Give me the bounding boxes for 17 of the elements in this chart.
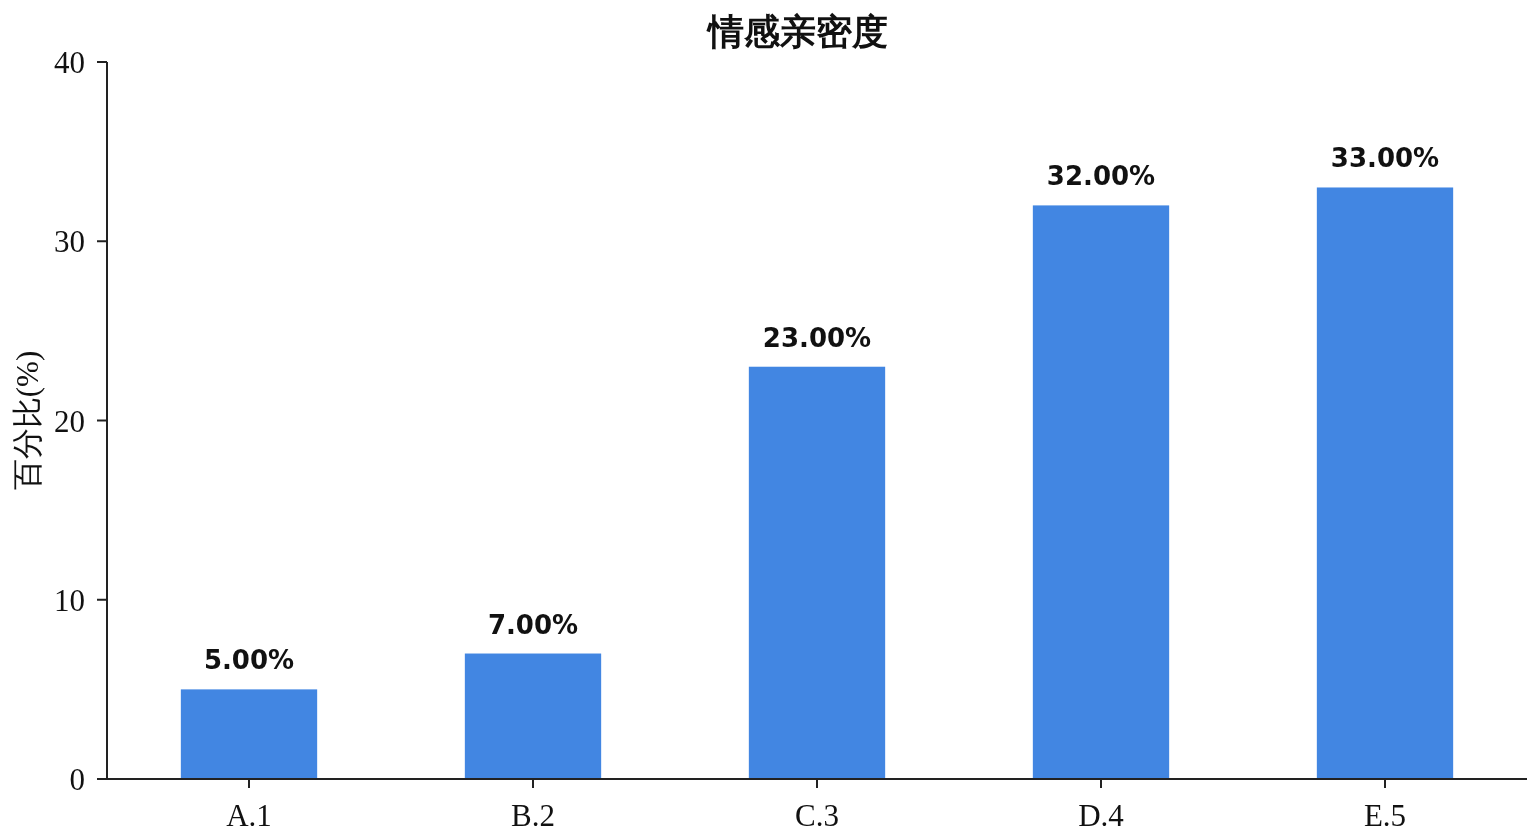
y-tick-label: 20 [54, 403, 85, 439]
data-label: 7.00% [487, 609, 579, 640]
x-tick-label: D.4 [1078, 798, 1125, 833]
data-label: 5.00% [203, 645, 295, 676]
x-tick-label: B.2 [511, 798, 555, 833]
x-tick-label: A.1 [226, 798, 272, 833]
data-label: 23.00% [762, 322, 872, 353]
y-tick-label: 0 [69, 762, 85, 797]
y-axis-title: 百分比(%) [10, 350, 45, 491]
chart-title: 情感亲密度 [706, 11, 888, 52]
y-tick-label: 40 [54, 45, 85, 80]
data-label: 33.00% [1330, 143, 1440, 174]
data-label: 32.00% [1046, 161, 1156, 192]
y-tick-label: 10 [54, 582, 85, 618]
x-tick-label: C.3 [795, 798, 839, 833]
x-tick-label: E.5 [1363, 798, 1407, 833]
y-tick-label: 30 [54, 224, 85, 260]
